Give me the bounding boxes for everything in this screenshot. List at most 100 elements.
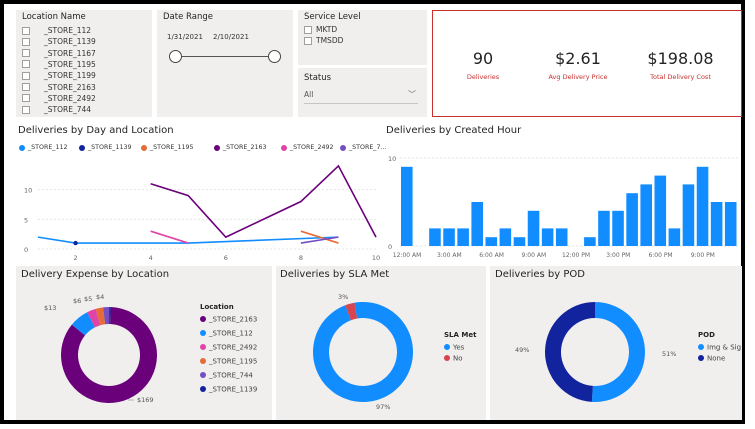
location-option[interactable]: _STORE_1195 xyxy=(22,59,96,70)
donut-slice xyxy=(95,307,106,326)
status-dropdown[interactable]: All ﹀ xyxy=(304,90,418,104)
legend-marker xyxy=(214,144,220,151)
legend-title: POD xyxy=(698,331,715,339)
bar-chart-panel: Deliveries by Created Hour 0 10 12:00 AM 3:… xyxy=(384,122,742,264)
location-option-label: _STORE_112 xyxy=(44,26,92,35)
location-option-label: _STORE_1199 xyxy=(44,71,96,81)
location-option[interactable]: _STORE_1199 xyxy=(22,70,96,81)
legend-marker xyxy=(698,344,704,350)
series-point xyxy=(73,240,78,246)
legend-item[interactable]: _STORE_2492 xyxy=(281,144,333,151)
legend-marker xyxy=(281,144,287,151)
date-slicer: Date Range 1/31/2021 2/10/2021 xyxy=(157,10,293,117)
kpi-avg-price-label: Avg Delivery Price xyxy=(548,73,608,81)
pod-donut-chart: POD Img & Sig None 51% 49% xyxy=(515,302,741,402)
checkbox[interactable] xyxy=(22,49,30,58)
legend-item[interactable]: _STORE_2163 xyxy=(214,144,266,151)
legend-marker xyxy=(340,144,346,151)
bar-chart: 0 10 12:00 AM 3:00 AM 6:00 AM 9:00 AM 12:00 PM… xyxy=(388,155,738,259)
x-tick-label: 4 xyxy=(149,254,153,262)
service-level-title: Service Level xyxy=(304,12,361,22)
checkbox[interactable] xyxy=(22,37,30,46)
status-slicer: Status All ﹀ xyxy=(298,68,427,117)
location-option[interactable]: _STORE_1139 xyxy=(22,36,96,47)
sla-donut-panel: Deliveries by SLA Met SLA Met Yes No 97% 3% xyxy=(276,266,486,420)
data-label: 3% xyxy=(338,293,348,301)
location-option-label: _STORE_1195 xyxy=(44,59,96,69)
pod-donut-panel: Deliveries by POD POD Img & Sig None 51% 49% xyxy=(490,266,742,420)
legend-marker xyxy=(200,316,206,322)
data-label: $13 xyxy=(44,304,56,312)
service-level-option-label: TMSDD xyxy=(316,36,344,45)
kpi-deliveries-value: 90 xyxy=(472,49,494,68)
legend-label: _STORE_7... xyxy=(349,144,387,151)
donut-slice xyxy=(313,302,413,402)
checkbox[interactable] xyxy=(22,60,30,69)
location-option[interactable]: _STORE_2163 xyxy=(22,82,96,93)
bar xyxy=(696,166,709,246)
location-slicer: Location Name _STORE_112 _STORE_1139 _STOR… xyxy=(16,10,152,117)
legend-item[interactable]: _STORE_112 xyxy=(19,144,67,151)
bar xyxy=(584,237,596,246)
checkbox[interactable] xyxy=(22,26,30,35)
bar xyxy=(499,228,512,246)
checkbox[interactable] xyxy=(22,83,30,91)
bar xyxy=(527,210,540,246)
date-end-input[interactable]: 2/10/2021 xyxy=(213,33,249,41)
legend-marker xyxy=(200,358,206,364)
location-option[interactable]: _STORE_744 xyxy=(22,104,91,115)
bar xyxy=(710,202,723,246)
legend-label: _STORE_112 xyxy=(28,144,68,151)
legend-label: _STORE_2492 xyxy=(208,344,257,352)
service-level-option[interactable]: TMSDD xyxy=(304,35,343,46)
legend-label: None xyxy=(707,355,725,363)
bar xyxy=(401,166,413,246)
sla-donut-title: Deliveries by SLA Met xyxy=(280,269,390,280)
legend-label: _STORE_2163 xyxy=(208,316,257,324)
legend-item[interactable]: _STORE_1139 xyxy=(79,144,131,151)
line-chart-panel: Deliveries by Day and Location _STORE_11… xyxy=(16,122,386,264)
legend-marker xyxy=(200,330,206,336)
expense-donut-panel: Delivery Expense by Location Location _ST… xyxy=(16,266,272,420)
location-option[interactable]: _STORE_2492 xyxy=(22,93,96,104)
bar xyxy=(471,202,483,246)
kpi-total-cost-label: Total Delivery Cost xyxy=(650,73,711,81)
legend-title: Location xyxy=(200,303,234,311)
kpi-deliveries-label: Deliveries xyxy=(466,73,500,81)
x-tick-label: 12:00 AM xyxy=(393,252,421,259)
date-slider-end-handle[interactable] xyxy=(268,50,281,63)
donut-slice xyxy=(591,302,646,402)
bar xyxy=(724,202,737,246)
checkbox[interactable] xyxy=(304,25,312,34)
legend-marker xyxy=(200,344,206,350)
donut-slice xyxy=(109,307,111,325)
bar-chart-title: Deliveries by Created Hour xyxy=(386,125,522,136)
donut-slice xyxy=(103,307,110,325)
checkbox[interactable] xyxy=(304,36,312,45)
y-tick-label: 10 xyxy=(388,155,396,163)
checkbox[interactable] xyxy=(22,94,30,103)
location-option[interactable]: _STORE_112 xyxy=(22,25,91,36)
date-slider-start-handle[interactable] xyxy=(169,50,182,63)
legend-item[interactable]: _STORE_7... xyxy=(340,144,386,151)
legend-marker xyxy=(200,372,206,378)
legend-marker xyxy=(19,144,25,151)
service-level-option-label: MKTD xyxy=(316,25,338,34)
bar xyxy=(541,228,554,246)
legend-item[interactable]: _STORE_1195 xyxy=(141,144,193,151)
x-tick-label: 3:00 PM xyxy=(606,252,630,259)
legend-label: _STORE_1139 xyxy=(208,386,257,394)
dashboard-frame: Location Name _STORE_112 _STORE_1139 _STOR… xyxy=(0,0,745,424)
checkbox[interactable] xyxy=(22,71,30,80)
legend-marker xyxy=(698,355,704,361)
location-option[interactable]: _STORE_1167 xyxy=(22,48,96,59)
date-start-input[interactable]: 1/31/2021 xyxy=(167,33,203,41)
checkbox[interactable] xyxy=(22,105,30,114)
sla-donut-chart: SLA Met Yes No 97% 3% xyxy=(313,293,477,411)
bar xyxy=(612,210,624,246)
line-chart: 0 5 10 2 4 6 8 10 xyxy=(24,164,380,262)
series-line xyxy=(150,164,377,239)
data-label: 97% xyxy=(376,403,390,411)
x-tick-label: 9:00 PM xyxy=(691,252,715,259)
service-level-option[interactable]: MKTD xyxy=(304,24,337,35)
